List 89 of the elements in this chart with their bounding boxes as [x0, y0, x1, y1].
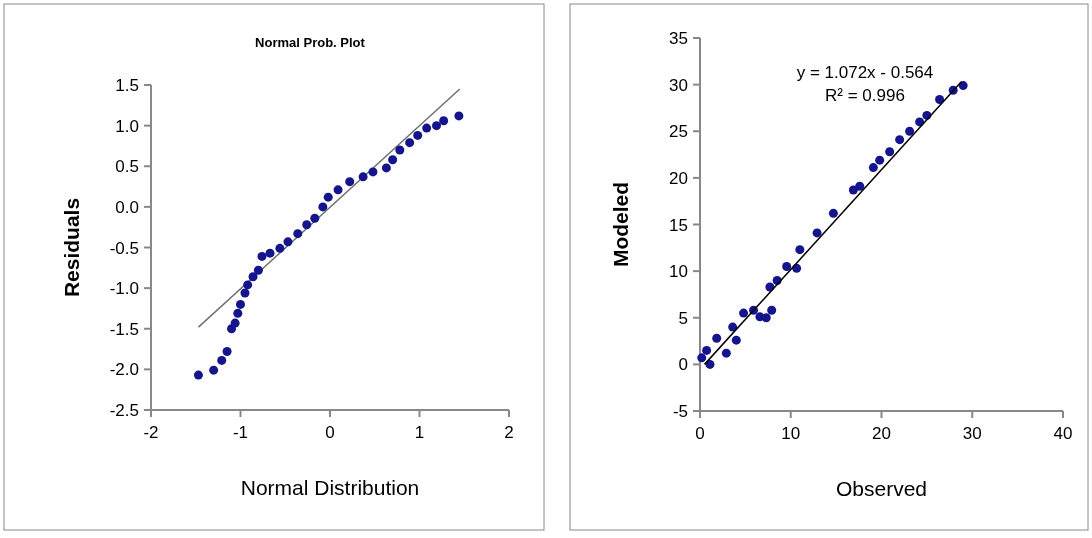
y-tick-label: -2.5 [109, 401, 139, 420]
point [283, 237, 293, 247]
y-tick-label: 35 [669, 29, 688, 48]
point [705, 359, 715, 369]
x-tick-label: 0 [325, 423, 335, 442]
point [209, 365, 219, 375]
y-tick-label: -0.5 [109, 238, 139, 258]
point [358, 172, 368, 182]
y-tick-label: 30 [669, 75, 688, 95]
y-tick-label: 5 [678, 308, 688, 328]
y-tick-label: 15 [669, 215, 688, 235]
point [782, 261, 792, 271]
x-tick-label: -1 [232, 423, 249, 442]
point [217, 355, 227, 365]
point [395, 145, 405, 155]
point [767, 305, 777, 315]
y-axis-title: Modeled [609, 181, 632, 268]
point [731, 335, 741, 345]
x-tick-label: 1 [414, 423, 425, 442]
point [310, 213, 320, 223]
y-tick-label: 0.0 [115, 197, 139, 217]
point [405, 138, 415, 148]
point [275, 243, 285, 253]
chart-title: Normal Prob. Plot [255, 35, 366, 50]
point [222, 347, 232, 356]
point [233, 308, 243, 318]
point [243, 280, 253, 290]
point [875, 155, 885, 165]
point [885, 147, 895, 157]
y-tick-label: 10 [669, 262, 688, 282]
x-tick-label: 10 [781, 424, 801, 443]
point [230, 318, 240, 328]
point [702, 345, 712, 355]
point [828, 208, 838, 218]
point [302, 220, 312, 230]
y-tick-label: 1.5 [115, 76, 139, 95]
point [293, 229, 303, 239]
y-tick-label: 20 [669, 168, 688, 188]
point [712, 333, 722, 343]
point [265, 248, 275, 258]
x-tick-label: -2 [143, 423, 159, 442]
point [413, 130, 423, 140]
point [728, 322, 738, 332]
y-tick-label: -2.0 [109, 360, 139, 380]
point [855, 181, 865, 191]
y-tick-label: 0 [678, 355, 688, 375]
y-tick-label: -1.5 [109, 319, 139, 339]
y-tick-label: -1.0 [109, 279, 139, 299]
point [905, 126, 915, 136]
x-axis-title: Observed [835, 477, 928, 500]
point [257, 251, 267, 261]
point [388, 155, 398, 165]
point [318, 202, 328, 212]
point [345, 177, 355, 187]
x-tick-label: 30 [962, 424, 982, 443]
point [253, 265, 263, 275]
point [240, 288, 250, 298]
y-tick-label: -5 [672, 402, 688, 421]
point [739, 308, 749, 318]
point [454, 111, 464, 121]
point [795, 245, 805, 255]
point [721, 348, 731, 358]
x-axis-title: Normal Distribution [240, 476, 420, 499]
point [323, 192, 333, 202]
point [895, 135, 905, 145]
annotation: y = 1.072x - 0.564 [796, 63, 934, 82]
point [868, 163, 878, 173]
point [812, 228, 822, 238]
y-tick-label: 25 [669, 122, 688, 142]
point [432, 121, 442, 131]
y-tick-label: 1.0 [115, 116, 139, 136]
point [368, 167, 378, 177]
point [333, 185, 343, 195]
point [761, 313, 771, 323]
y-tick-label: 0.5 [115, 157, 139, 177]
point [439, 116, 449, 126]
annotation: R² = 0.996 [825, 86, 905, 105]
point [935, 95, 945, 105]
point [193, 370, 203, 380]
x-tick-label: 2 [504, 423, 514, 442]
point [422, 123, 432, 133]
x-tick-label: 0 [695, 424, 705, 443]
point [236, 299, 245, 309]
point [697, 353, 707, 363]
x-tick-label: 20 [872, 424, 891, 443]
x-tick-label: 40 [1053, 424, 1073, 443]
point [381, 163, 391, 173]
y-axis-title: Residuals [60, 197, 83, 298]
point [248, 272, 258, 282]
